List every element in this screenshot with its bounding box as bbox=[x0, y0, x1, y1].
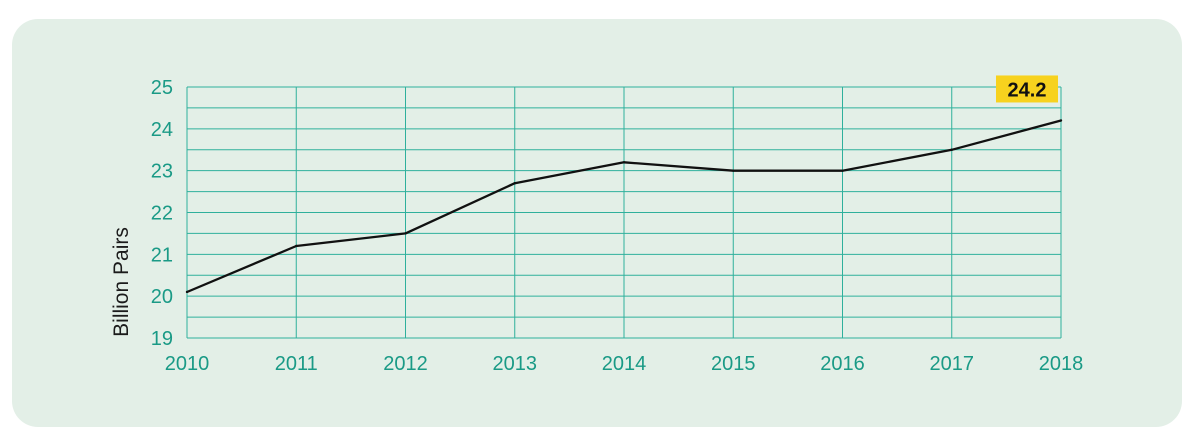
series-point bbox=[185, 290, 189, 294]
x-tick-label: 2015 bbox=[711, 353, 756, 375]
x-tick-label: 2016 bbox=[820, 353, 865, 375]
y-tick-label: 25 bbox=[151, 77, 173, 99]
y-tick-label: 24 bbox=[151, 119, 173, 141]
grid bbox=[186, 86, 1062, 339]
callout-box bbox=[996, 75, 1058, 103]
x-tick-label: 2018 bbox=[1039, 353, 1084, 375]
value-callout: 24.2 bbox=[996, 75, 1058, 103]
x-tick-label: 2017 bbox=[930, 353, 975, 375]
y-tick-label: 20 bbox=[151, 286, 173, 308]
y-tick-labels: 19 20 21 22 23 24 25 bbox=[151, 77, 173, 350]
y-tick-label: 22 bbox=[151, 203, 173, 225]
x-tick-label: 2013 bbox=[493, 353, 538, 375]
x-tick-label: 2011 bbox=[275, 353, 318, 375]
y-tick-label: 23 bbox=[151, 161, 173, 183]
series-point bbox=[950, 148, 953, 151]
x-tick-label: 2010 bbox=[165, 353, 210, 375]
series-point bbox=[404, 232, 407, 235]
callout-label: 24.2 bbox=[1008, 79, 1047, 101]
series-point bbox=[513, 182, 516, 185]
series-points bbox=[185, 119, 1063, 294]
series-point bbox=[295, 244, 298, 248]
series-point bbox=[622, 161, 626, 164]
series-point bbox=[732, 169, 735, 172]
series-point bbox=[841, 169, 844, 172]
y-tick-label: 21 bbox=[151, 244, 173, 266]
y-tick-label: 19 bbox=[151, 328, 173, 350]
x-tick-label: 2012 bbox=[383, 353, 428, 375]
y-axis-label: Billion Pairs bbox=[110, 227, 133, 337]
series-point bbox=[1059, 119, 1063, 122]
x-tick-labels: 2010 2011 2012 2013 2014 2015 2016 2017 2018 bbox=[165, 353, 1084, 375]
x-tick-label: 2014 bbox=[602, 353, 647, 375]
